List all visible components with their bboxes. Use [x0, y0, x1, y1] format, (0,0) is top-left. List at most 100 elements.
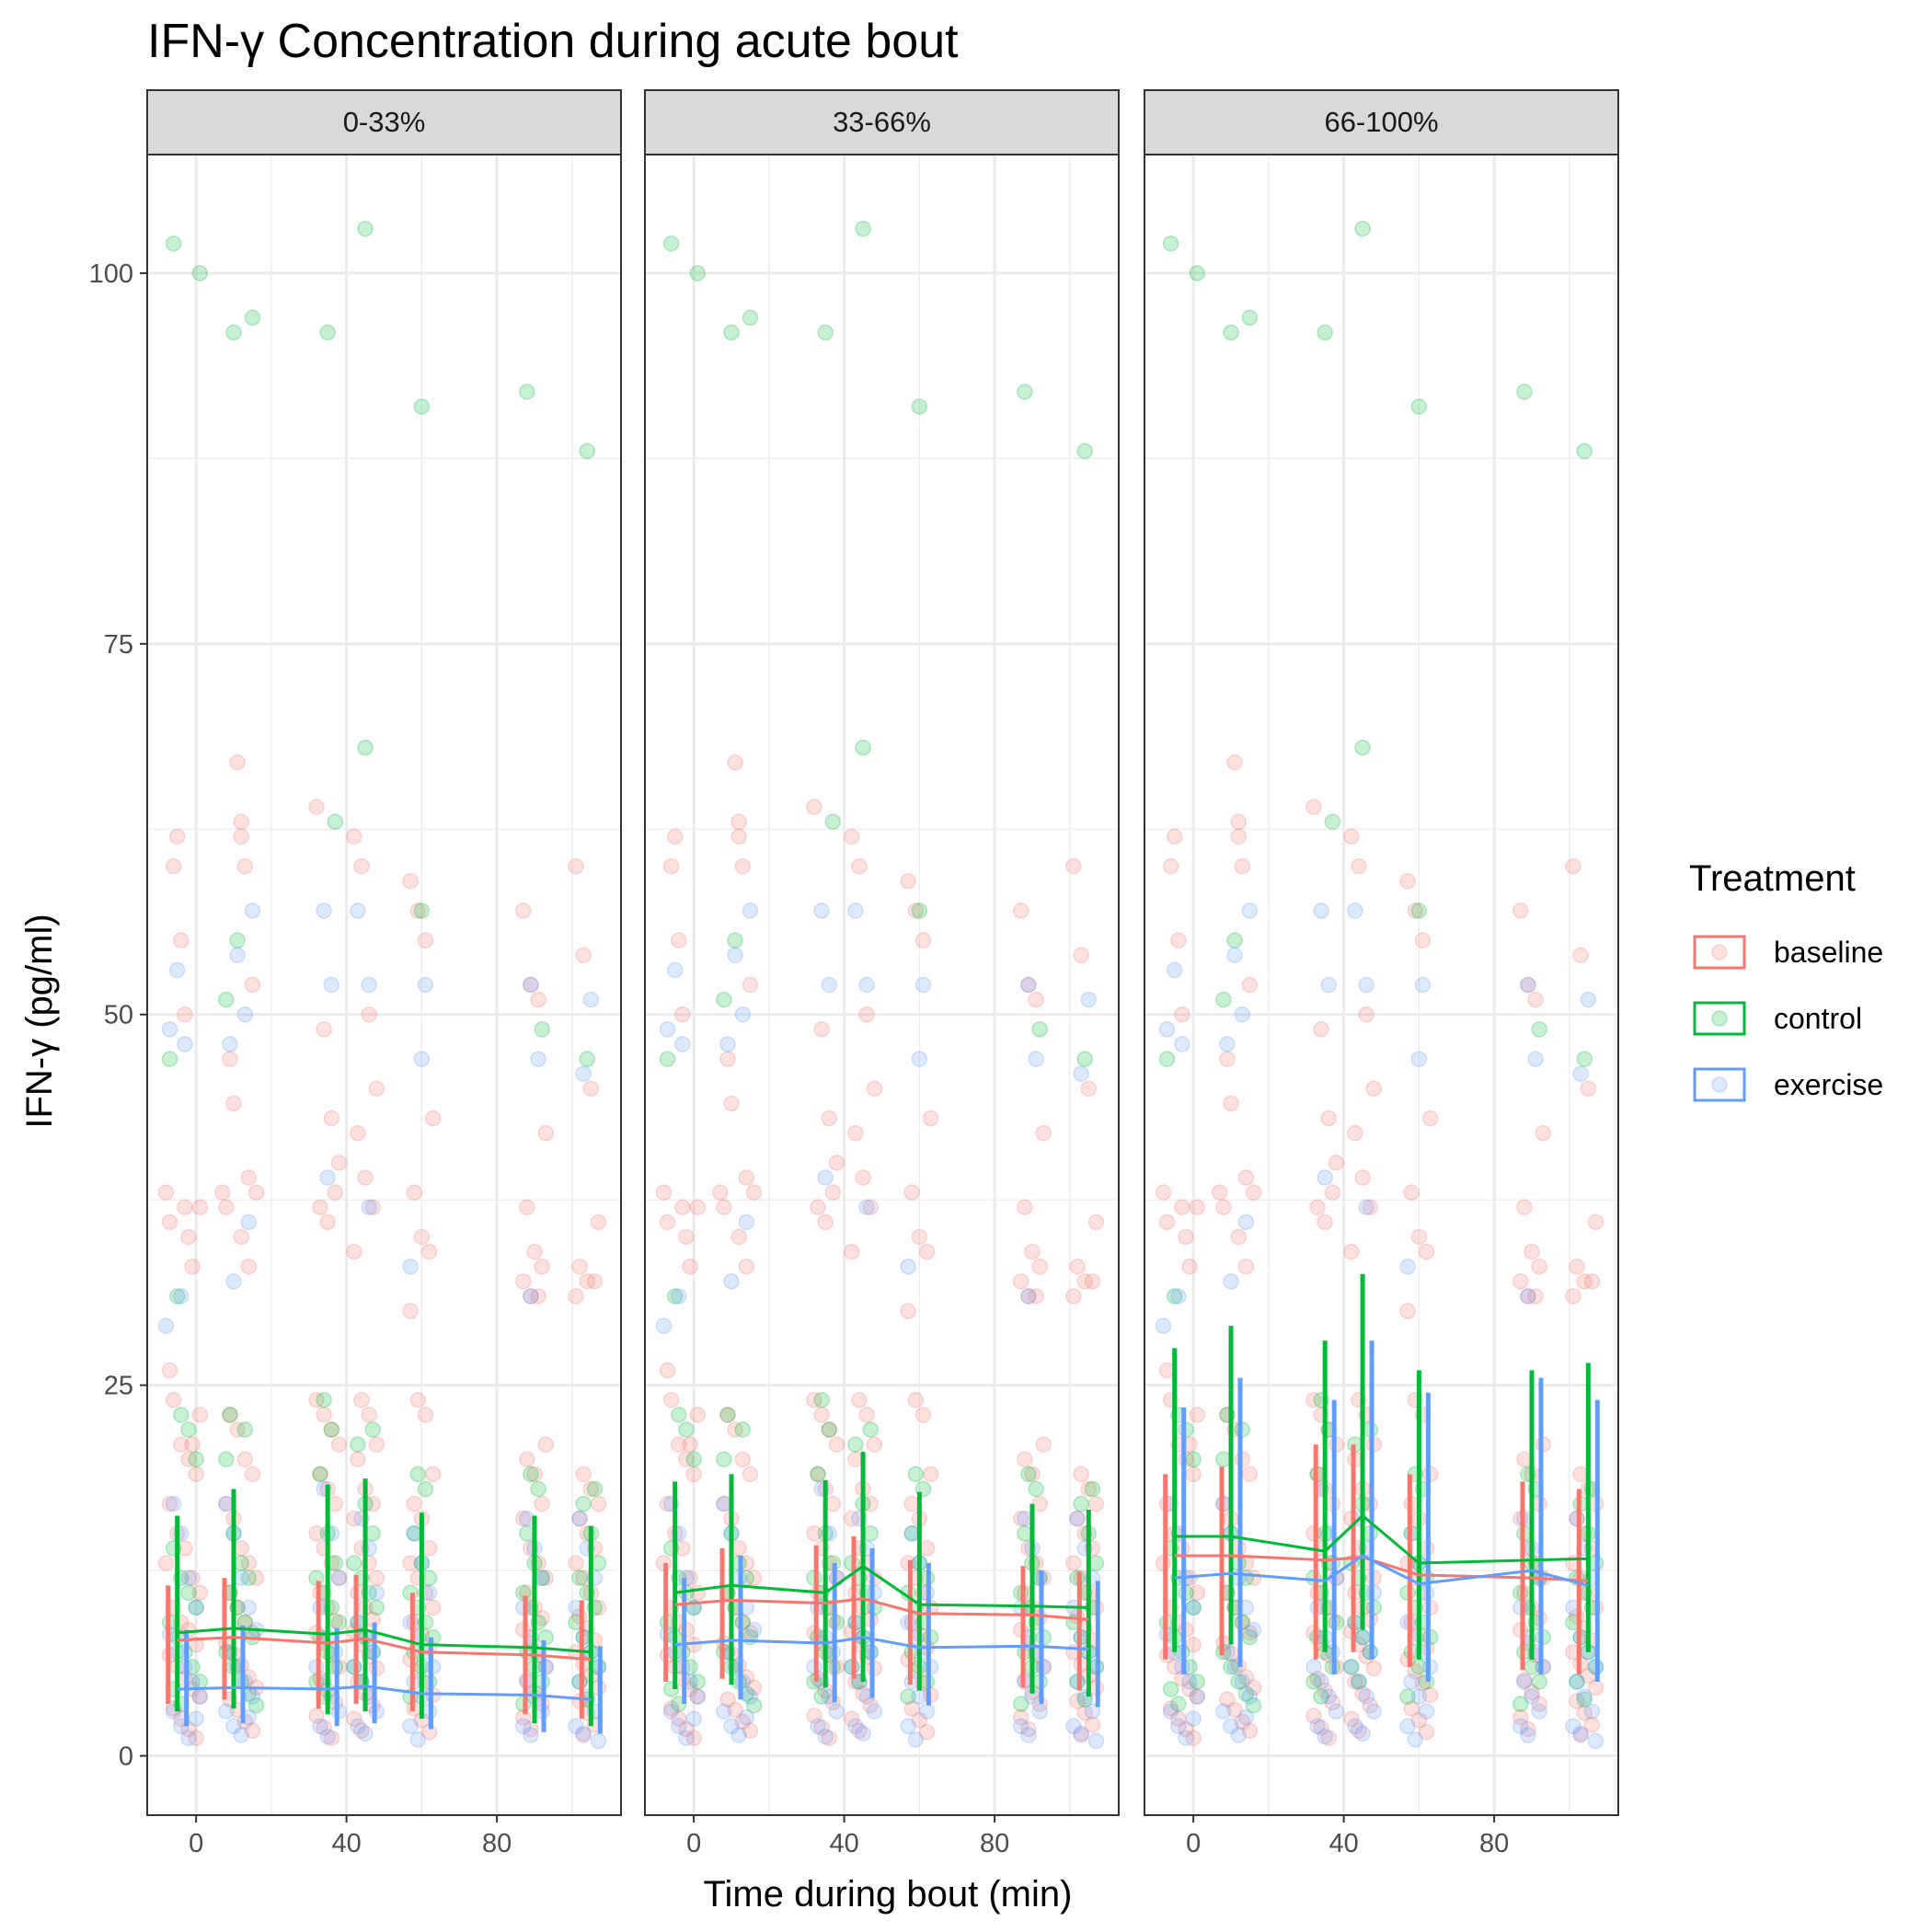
- baseline-point: [575, 1466, 592, 1483]
- baseline-point: [161, 1362, 178, 1379]
- exercise-point: [1313, 1673, 1329, 1690]
- panel-border: [644, 154, 1120, 1816]
- legend-item-exercise: exercise: [1693, 1067, 1883, 1102]
- baseline-point: [240, 1258, 258, 1275]
- control-point: [417, 1480, 434, 1498]
- baseline-point: [821, 1110, 838, 1127]
- exercise-point: [534, 1570, 550, 1586]
- baseline-point: [1569, 1693, 1585, 1709]
- control-point: [1399, 1688, 1416, 1705]
- baseline-point: [173, 1436, 190, 1453]
- baseline-point: [161, 1213, 178, 1231]
- panel-background: [645, 155, 1119, 1815]
- baseline-point: [579, 1273, 595, 1290]
- baseline-point: [711, 1184, 729, 1201]
- baseline-point: [346, 828, 362, 845]
- control-mean-line: [674, 1564, 1089, 1609]
- baseline-point: [1317, 1213, 1333, 1231]
- exercise-point: [817, 1169, 834, 1186]
- baseline-point: [568, 1288, 584, 1305]
- baseline-point: [738, 1169, 755, 1186]
- exercise-point: [1583, 1703, 1601, 1719]
- exercise-point: [1418, 1703, 1435, 1719]
- baseline-point: [1343, 1710, 1360, 1727]
- baseline-point: [184, 1436, 201, 1453]
- baseline-point: [1309, 1670, 1326, 1687]
- exercise-point: [1237, 1708, 1255, 1726]
- baseline-point: [1512, 1273, 1529, 1290]
- baseline-point: [1237, 1258, 1255, 1275]
- legend-key: [1693, 1067, 1746, 1102]
- baseline-point: [1580, 1080, 1597, 1098]
- baseline-point: [742, 976, 759, 994]
- baseline-point: [903, 1700, 920, 1717]
- baseline-point: [244, 976, 261, 994]
- baseline-point: [678, 1228, 695, 1246]
- baseline-point: [157, 1555, 175, 1571]
- x-axes: 0 40 80 0 40 80 0 40 80: [189, 1815, 1509, 1858]
- baseline-point: [402, 1303, 419, 1319]
- exercise-point: [330, 1570, 348, 1586]
- exercise-mean-line: [1174, 1554, 1589, 1587]
- exercise-point: [1309, 1718, 1326, 1735]
- control-point: [1245, 1696, 1262, 1714]
- baseline-point: [844, 1710, 860, 1727]
- baseline-point: [851, 857, 868, 875]
- baseline-point: [806, 1708, 822, 1724]
- facet-panel-2: 33-66%: [644, 89, 1120, 1816]
- baseline-point: [1230, 828, 1247, 845]
- baseline-point: [847, 1451, 864, 1467]
- facet-strip-label: 33-66%: [833, 106, 931, 138]
- exercise-point: [575, 1725, 592, 1742]
- baseline-point: [730, 828, 747, 845]
- control-mean-line: [177, 1627, 592, 1654]
- baseline-point: [671, 932, 687, 949]
- control-point: [727, 932, 743, 949]
- control-point: [233, 1555, 249, 1571]
- exercise-point: [730, 1727, 747, 1743]
- exercise-point: [1347, 1718, 1363, 1735]
- baseline-point: [417, 1407, 434, 1423]
- facet-strip: [146, 89, 622, 155]
- legend-key: [1693, 1001, 1746, 1036]
- exercise-point: [319, 1169, 336, 1186]
- exercise-point: [1365, 1703, 1383, 1719]
- exercise-mean-line: [674, 1636, 1089, 1650]
- exercise-point: [1358, 1688, 1374, 1705]
- baseline-point: [1305, 1392, 1322, 1409]
- baseline-point: [1418, 1243, 1435, 1260]
- baseline-point: [1305, 1708, 1322, 1724]
- exercise-point: [180, 1570, 197, 1586]
- exercise-point: [1080, 991, 1098, 1008]
- baseline-point: [671, 1710, 687, 1727]
- control-point: [1576, 1691, 1593, 1708]
- baseline-point: [1084, 1273, 1101, 1290]
- baseline-point: [730, 813, 747, 830]
- control-point: [173, 1407, 190, 1423]
- baseline-point: [1158, 1213, 1176, 1231]
- baseline-point: [745, 1570, 763, 1586]
- exercise-point: [1158, 1021, 1176, 1038]
- baseline-point: [659, 1213, 676, 1231]
- baseline-point: [191, 1199, 208, 1215]
- baseline-point: [734, 1451, 752, 1467]
- control-point: [689, 265, 706, 282]
- exercise-point: [1065, 1718, 1082, 1735]
- baseline-point: [308, 1525, 325, 1542]
- baseline-point: [1181, 1258, 1198, 1275]
- control-point: [225, 324, 242, 341]
- baseline-point: [1012, 1510, 1029, 1527]
- baseline-point: [1065, 1288, 1082, 1305]
- baseline-point: [530, 1288, 546, 1305]
- baseline-point: [723, 1095, 740, 1112]
- baseline-point: [177, 1199, 193, 1215]
- baseline-point: [1569, 1258, 1585, 1275]
- control-point: [847, 1436, 864, 1453]
- baseline-point: [571, 1258, 588, 1275]
- baseline-point: [1237, 1169, 1255, 1186]
- legend-title: Treatment: [1689, 858, 1856, 899]
- baseline-point: [402, 872, 419, 890]
- baseline-point: [213, 1184, 231, 1201]
- exercise-point: [225, 1273, 242, 1290]
- baseline-point: [161, 1495, 178, 1512]
